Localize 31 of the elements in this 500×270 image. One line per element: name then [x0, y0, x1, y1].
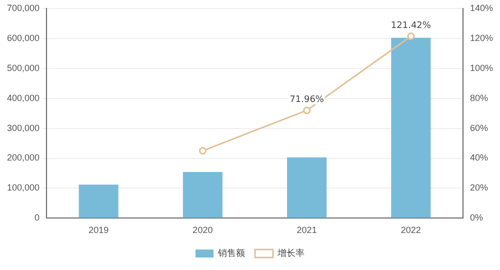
- point: [198, 147, 206, 155]
- y2-tick-label: 120%: [470, 32, 494, 43]
- point: [407, 32, 415, 40]
- data-label: 71.96%: [290, 95, 324, 106]
- legend-label: 销售额: [217, 248, 245, 258]
- y-tick-label: 500,000: [6, 62, 40, 73]
- x-tick-label: 2020: [192, 225, 213, 236]
- bar: [391, 38, 431, 218]
- x-tick-label: 2019: [88, 225, 109, 236]
- data-label: 121.42%: [390, 21, 432, 32]
- y-tick-label: 300,000: [6, 122, 40, 133]
- y2-tick-label: 40%: [470, 152, 488, 163]
- bar: [287, 157, 327, 218]
- y2-tick-label: 100%: [470, 62, 494, 73]
- y-tick-label: 100,000: [6, 182, 40, 193]
- bar: [78, 184, 118, 218]
- bar: [182, 172, 222, 218]
- y-tick-label: 600,000: [6, 32, 40, 43]
- y-tick-label: 200,000: [6, 152, 40, 163]
- x-tick-label: 2022: [400, 225, 421, 236]
- legend-label: 增长率: [276, 248, 304, 258]
- y-tick-label: 700,000: [6, 2, 40, 13]
- y2-tick-label: 80%: [470, 92, 488, 103]
- point: [303, 106, 311, 114]
- y2-tick-label: 140%: [470, 2, 494, 13]
- y2-tick-label: 20%: [470, 182, 488, 193]
- x-tick-label: 2021: [296, 225, 317, 236]
- y-tick-label: 0: [34, 212, 40, 223]
- y2-tick-label: 60%: [470, 122, 488, 133]
- y-tick-label: 400,000: [6, 92, 40, 103]
- y2-tick-label: 0%: [470, 212, 483, 223]
